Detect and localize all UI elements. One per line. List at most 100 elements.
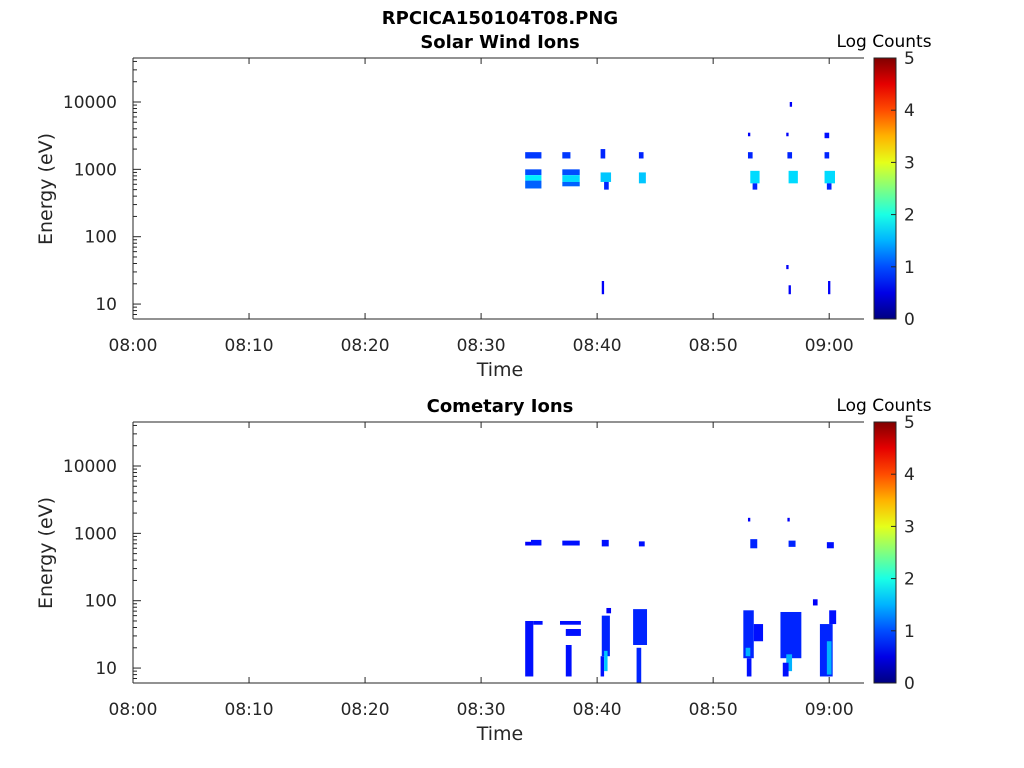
spectrogram-cell [562, 169, 580, 176]
x-tick-label: 08:00 [109, 336, 158, 356]
colorbar-tick-label: 3 [904, 517, 915, 537]
spectrogram-cell [786, 654, 793, 672]
spectrogram-cell [788, 170, 798, 184]
colorbar-tick-label: 5 [904, 413, 915, 433]
spectrogram-cell [638, 152, 644, 159]
spectrogram-cell [525, 620, 534, 677]
spectrogram-cell [746, 658, 752, 677]
spectrogram-cell [750, 170, 760, 184]
x-tick-label: 09:00 [805, 336, 854, 356]
spectrogram-cell [788, 285, 791, 295]
colorbar-tick-label: 4 [904, 465, 915, 485]
spectrogram-cell [565, 644, 572, 677]
x-tick-label: 08:50 [689, 700, 738, 720]
spectrogram-cell [745, 647, 751, 657]
spectrogram-cell [743, 610, 754, 659]
colorbar-tick-label: 0 [904, 674, 915, 694]
spectrogram-cell [601, 615, 610, 657]
x-tick-label: 09:00 [805, 700, 854, 720]
spectrogram-cell [638, 541, 645, 547]
spectrogram-cell [533, 620, 543, 625]
y-axis-label: Energy (eV) [35, 133, 57, 245]
colorbar-label: Log Counts [836, 396, 931, 416]
y-tick-label: 100 [85, 592, 117, 612]
spectrogram-cell [562, 175, 580, 182]
x-tick-label: 08:50 [689, 336, 738, 356]
panel-title: Cometary Ions [427, 396, 574, 417]
colorbar [873, 57, 897, 320]
spectrogram-cell [753, 624, 764, 642]
spectrogram-cell [826, 641, 832, 675]
spectrogram-cell [525, 175, 542, 181]
spectrogram-cell [824, 170, 835, 184]
spectrogram-cell [752, 183, 758, 190]
spectrogram-cell [600, 656, 605, 677]
figure-title: RPCICA150104T08.PNG [382, 8, 618, 29]
spectrogram-cell [562, 152, 571, 159]
spectrogram-cell [601, 280, 605, 295]
colorbar-tick-label: 1 [904, 258, 915, 278]
spectrogram-cell [787, 517, 790, 522]
spectrogram-cell [525, 169, 542, 176]
spectrogram-cell [600, 172, 612, 182]
y-tick-label: 100 [85, 228, 117, 248]
spectrogram-cell [530, 539, 542, 546]
spectrogram-cell [604, 181, 609, 190]
colorbar-tick-label: 0 [904, 310, 915, 330]
x-tick-label: 08:40 [573, 336, 622, 356]
spectrogram-cell [638, 172, 646, 184]
spectrogram-cell [600, 149, 606, 159]
spectrogram-cell [525, 541, 534, 546]
x-axis-label: Time [476, 359, 524, 381]
colorbar-tick-label: 5 [904, 49, 915, 69]
spectrogram-cell [829, 610, 837, 625]
spectrogram-cell [747, 132, 751, 137]
x-tick-label: 08:20 [341, 700, 390, 720]
colorbar-tick-label: 2 [904, 206, 915, 226]
spectrogram-cell [747, 517, 751, 522]
x-tick-label: 08:00 [109, 700, 158, 720]
spectrogram-cell [826, 183, 832, 190]
colorbar-tick-label: 3 [904, 153, 915, 173]
spectrogram-cell [633, 609, 648, 645]
y-tick-label: 1000 [74, 524, 117, 544]
y-tick-label: 10000 [63, 93, 117, 113]
spectrogram-cell [559, 620, 581, 625]
y-tick-label: 10 [95, 659, 117, 679]
spectrogram-cell [789, 101, 793, 107]
spectrogram-cell [562, 540, 580, 546]
spectrogram-cell [525, 152, 542, 159]
spectrogram-cell [606, 607, 612, 614]
colorbar-tick-label: 1 [904, 622, 915, 642]
spectrogram-cell [788, 540, 796, 547]
solar-wind-panel: Solar Wind Ions Log Counts Time Energy (… [35, 32, 932, 381]
colorbar-label: Log Counts [836, 32, 931, 52]
x-tick-label: 08:40 [573, 700, 622, 720]
spectrogram-cell [826, 542, 834, 549]
spectrogram-cell [604, 650, 608, 672]
colorbar [873, 421, 897, 684]
spectrogram-cell [562, 181, 580, 187]
y-tick-label: 1000 [74, 160, 117, 180]
x-tick-label: 08:30 [457, 336, 506, 356]
x-tick-label: 08:10 [225, 700, 274, 720]
spectrogram-cell [780, 611, 802, 659]
panel-title: Solar Wind Ions [420, 32, 579, 53]
y-axis-label: Energy (eV) [35, 497, 57, 609]
spectrogram-cell [636, 647, 642, 683]
x-tick-label: 08:20 [341, 336, 390, 356]
spectrogram-cell [565, 629, 581, 636]
spectrogram-cell [786, 265, 789, 270]
spectrogram-cell [812, 599, 818, 606]
x-axis-label: Time [476, 723, 524, 745]
spectrogram-cell [750, 539, 758, 549]
spectrogram-cells [525, 101, 835, 295]
spectrogram-cell [787, 152, 793, 159]
spectrogram-cell [782, 662, 789, 677]
spectrogram-cell [601, 539, 609, 547]
spectrogram-cell [824, 132, 830, 139]
spectrogram-cell [828, 280, 831, 295]
spectrogram-cell [747, 152, 753, 159]
y-tick-label: 10 [95, 295, 117, 315]
